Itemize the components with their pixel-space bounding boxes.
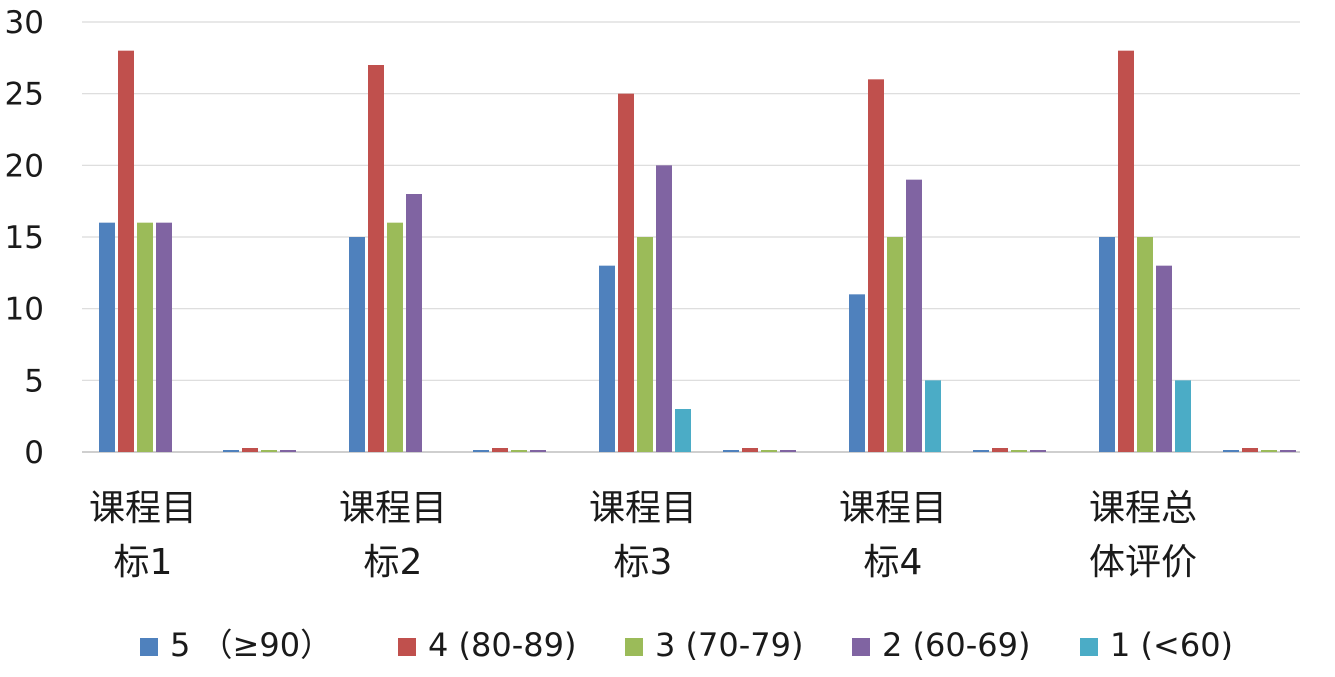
legend-label-4: 1 (<60) [1110,626,1233,664]
y-tick-label: 10 [5,292,44,328]
legend-swatch-2 [625,638,643,656]
bar-series-3-cat-2 [656,165,672,453]
bar-series-3-cat-1 [406,194,422,452]
minor-bar-series-3-cat-3 [1030,450,1046,452]
y-tick-label: 5 [24,363,44,399]
minor-bar-series-2-cat-0 [261,450,277,452]
minor-bar-series-0-cat-0 [223,450,239,452]
legend-label-3: 2 (60-69) [882,626,1030,664]
minor-bar-series-1-cat-3 [992,448,1008,452]
gridlines [82,21,1300,453]
y-tick-label: 15 [5,220,44,256]
x-category-label-line: 体评价 [1089,542,1197,583]
bar-series-0-cat-4 [1099,237,1115,452]
bar-series-4-cat-3 [925,380,941,452]
legend: 5 （≥90） 4 (80-89) 3 (70-79) 2 (60-69) 1 (<60… [140,626,1233,664]
legend-swatch-0 [140,638,158,656]
x-category-label-line: 课程目 [839,488,947,529]
x-category-label-line: 课程总 [1089,488,1197,529]
minor-bar-series-3-cat-0 [280,450,296,452]
bar-series-0-cat-2 [599,265,615,452]
bar-series-2-cat-0 [137,222,153,452]
minor-bar-series-2-cat-3 [1011,450,1027,452]
minor-bar-series-2-cat-2 [761,450,777,452]
bar-series-1-cat-0 [118,50,134,453]
minor-bar-series-1-cat-1 [492,448,508,452]
legend-swatch-3 [852,638,870,656]
bar-series-2-cat-1 [387,222,403,452]
minor-bar-series-1-cat-2 [742,448,758,452]
bar-series-1-cat-3 [868,79,884,452]
y-axis-tick-labels: 0 5 10 15 20 25 30 [5,5,44,471]
legend-label-2: 3 (70-79) [655,626,803,664]
bars [99,50,1296,453]
minor-bar-series-3-cat-4 [1280,450,1296,452]
minor-bar-series-0-cat-3 [973,450,989,452]
minor-bar-series-2-cat-1 [511,450,527,452]
y-tick-label: 25 [5,77,44,113]
minor-bar-series-2-cat-4 [1261,450,1277,452]
legend-label-1: 4 (80-89) [428,626,576,664]
x-category-label-line: 课程目 [589,488,697,529]
y-tick-label: 30 [5,5,44,41]
bar-series-0-cat-3 [849,294,865,452]
bar-series-1-cat-2 [618,93,634,453]
bar-series-3-cat-3 [906,179,922,452]
x-category-label-line: 标3 [614,542,673,583]
bar-series-1-cat-4 [1118,50,1134,453]
bar-series-2-cat-2 [637,237,653,452]
x-category-label-line: 课程目 [339,488,447,529]
x-category-label-line: 标4 [864,542,923,583]
y-tick-label: 0 [24,435,44,471]
x-category-label-line: 课程目 [89,488,197,529]
bar-series-3-cat-0 [156,222,172,452]
bar-series-4-cat-2 [675,409,691,452]
minor-bar-series-0-cat-2 [723,450,739,452]
bar-series-2-cat-4 [1137,237,1153,452]
bar-series-0-cat-1 [349,237,365,452]
minor-bar-series-1-cat-0 [242,448,258,452]
minor-bar-series-0-cat-4 [1223,450,1239,452]
y-tick-label: 20 [5,148,44,184]
minor-bar-series-3-cat-1 [530,450,546,452]
bar-series-4-cat-4 [1175,380,1191,452]
legend-label-0: 5 （≥90） [170,626,332,664]
bar-series-1-cat-1 [368,65,384,452]
minor-bar-series-0-cat-1 [473,450,489,452]
x-category-label-line: 标2 [364,542,423,583]
bar-series-3-cat-4 [1156,265,1172,452]
x-category-label-line: 标1 [114,542,173,583]
bar-series-0-cat-0 [99,222,115,452]
minor-bar-series-3-cat-2 [780,450,796,452]
legend-swatch-4 [1080,638,1098,656]
minor-bar-series-1-cat-4 [1242,448,1258,452]
legend-swatch-1 [398,638,416,656]
bar-series-2-cat-3 [887,237,903,452]
